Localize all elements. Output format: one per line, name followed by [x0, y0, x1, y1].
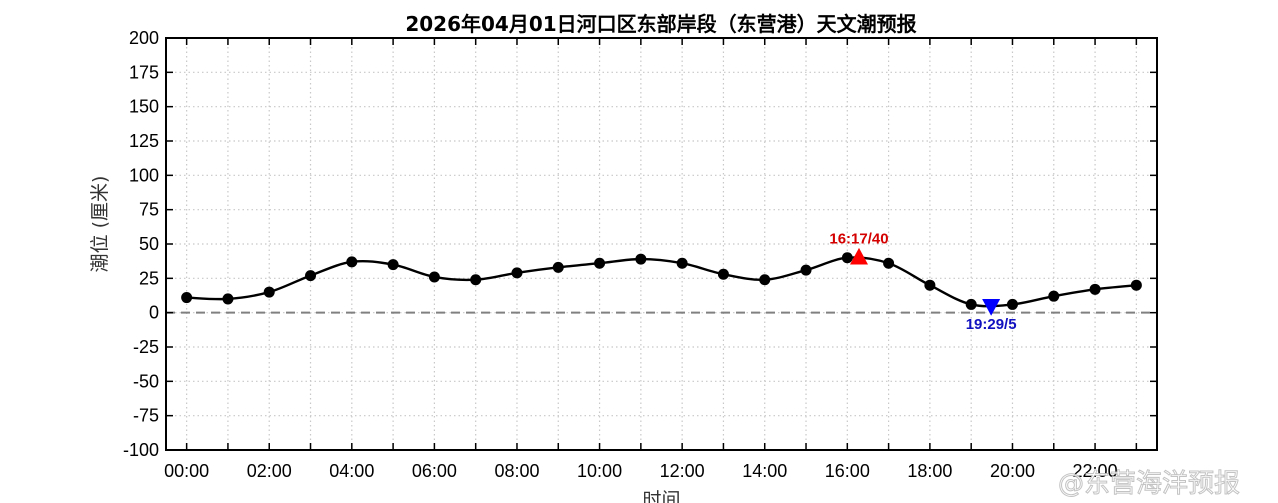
y-tick-label: 0	[149, 303, 159, 323]
chart-title: 2026年04月01日河口区东部岸段（东营港）天文潮预报	[405, 12, 916, 36]
x-tick-label: 16:00	[825, 461, 870, 481]
x-tick-label: 04:00	[329, 461, 374, 481]
y-tick-label: 200	[129, 28, 159, 48]
data-point	[676, 257, 688, 269]
data-point	[965, 298, 977, 310]
data-point	[717, 268, 729, 280]
y-tick-label: 150	[129, 97, 159, 117]
y-axis-ticks: -100 -75 -50 -25 0 25 50 75 100 125 150 175 200	[123, 28, 1157, 460]
y-tick-label: -25	[133, 337, 159, 357]
data-point	[883, 257, 895, 269]
data-point	[222, 293, 234, 305]
data-point	[800, 264, 812, 276]
data-point	[263, 286, 275, 298]
data-point	[1006, 298, 1018, 310]
y-tick-label: 25	[139, 268, 159, 288]
y-tick-label: 100	[129, 165, 159, 185]
high-tide-label: 16:17/40	[829, 231, 888, 248]
data-point	[594, 257, 606, 269]
data-point	[924, 279, 936, 291]
data-point	[470, 274, 482, 286]
x-tick-label: 12:00	[660, 461, 705, 481]
data-point	[841, 252, 853, 264]
y-tick-label: -100	[123, 440, 159, 460]
x-tick-label: 00:00	[164, 461, 209, 481]
x-tick-label: 22:00	[1073, 461, 1118, 481]
tide-extremes: 16:17/40 19:29/5	[829, 231, 1016, 333]
x-tick-label: 02:00	[247, 461, 292, 481]
data-point	[511, 267, 523, 279]
x-axis-label: 时间	[642, 489, 680, 503]
x-tick-label: 14:00	[742, 461, 787, 481]
low-tide-marker	[982, 299, 1001, 316]
x-tick-label: 18:00	[907, 461, 952, 481]
tide-curve	[186, 256, 1137, 308]
low-tide-label: 19:29/5	[966, 316, 1017, 333]
data-point	[1048, 290, 1060, 302]
y-tick-label: 75	[139, 200, 159, 220]
hourly-points	[181, 252, 1142, 310]
y-tick-label: 50	[139, 234, 159, 254]
data-point	[635, 253, 647, 265]
data-point	[305, 270, 317, 282]
data-point	[1130, 279, 1142, 291]
watermark: @东营海洋预报	[1058, 469, 1240, 499]
y-tick-label: 175	[129, 62, 159, 82]
y-tick-label: 125	[129, 131, 159, 151]
y-tick-label: -50	[133, 371, 159, 391]
grid-lines	[166, 38, 1157, 450]
x-tick-label: 10:00	[577, 461, 622, 481]
high-tide-marker	[849, 247, 868, 265]
x-tick-label: 08:00	[494, 461, 539, 481]
data-point	[346, 256, 358, 268]
data-point	[181, 292, 193, 304]
data-point	[552, 261, 564, 273]
y-axis-label: 潮位 (厘米)	[89, 176, 111, 273]
x-axis-ticks: 00:00 02:00 04:00 06:00 08:00 10:00 12:00 14:00…	[164, 38, 1138, 481]
y-tick-label: -75	[133, 406, 159, 426]
x-tick-label: 20:00	[990, 461, 1035, 481]
data-point	[387, 259, 399, 271]
data-point	[1089, 283, 1101, 295]
data-point	[759, 274, 771, 286]
data-point	[428, 271, 440, 283]
x-tick-label: 06:00	[412, 461, 457, 481]
